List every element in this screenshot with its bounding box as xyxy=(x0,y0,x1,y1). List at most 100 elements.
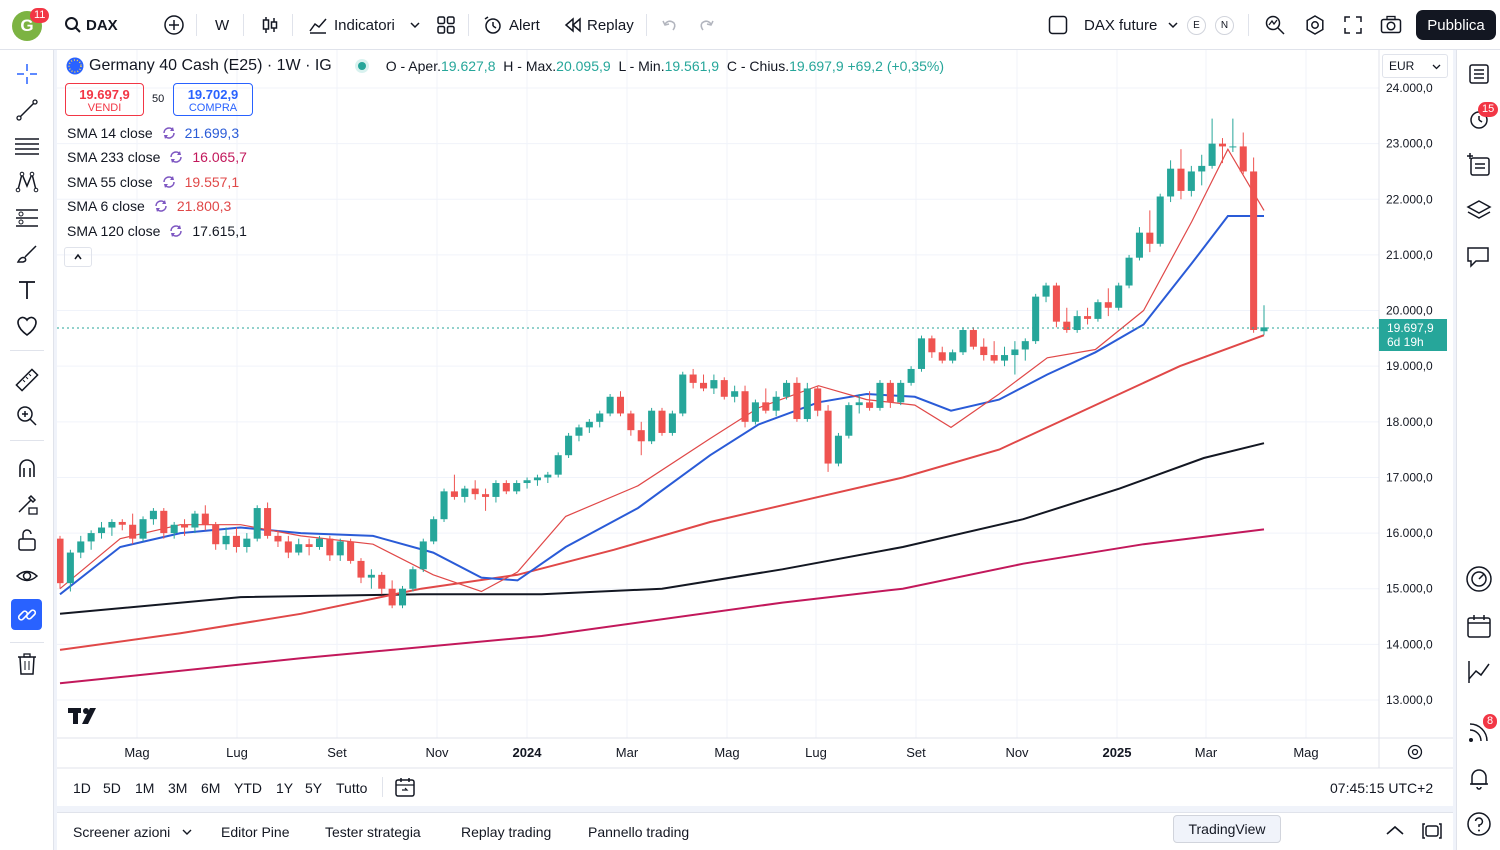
alert-button[interactable]: Alert xyxy=(483,13,540,37)
buy-button[interactable]: 19.702,9 COMPRA xyxy=(173,83,253,116)
watchlist-button[interactable] xyxy=(1465,60,1493,88)
remove-drawings-tool[interactable] xyxy=(13,650,41,678)
notifications-button[interactable] xyxy=(1465,764,1493,792)
chart-pane[interactable]: 24.000,0 23.000,0 22.000,0 21.000,0 20.000,0… xyxy=(57,50,1453,806)
indicator-sma6[interactable]: SMA 6 close 21.800,3 xyxy=(67,198,231,214)
symbol-legend[interactable]: Germany 40 Cash (E25) · 1W · IG O - Aper… xyxy=(66,57,944,75)
brush-tool[interactable] xyxy=(13,240,41,268)
text-tool[interactable] xyxy=(13,276,41,304)
pine-editor-tab[interactable]: Editor Pine xyxy=(221,824,290,840)
crosshair-tool[interactable] xyxy=(13,60,41,88)
market-status-dot xyxy=(357,62,366,70)
range-1y[interactable]: 1Y xyxy=(276,780,294,796)
right-sidebar: 15 8 xyxy=(1456,50,1500,850)
range-ytd[interactable]: YTD xyxy=(234,780,262,796)
candle-body xyxy=(274,535,282,542)
range-3m[interactable]: 3M xyxy=(168,780,188,796)
compare-add-button[interactable] xyxy=(163,13,185,37)
settings-button[interactable] xyxy=(1304,13,1326,37)
link-icon xyxy=(17,608,36,621)
ideas-button[interactable] xyxy=(1465,658,1493,686)
calendar-button[interactable] xyxy=(1465,612,1493,640)
strategy-tester-tab[interactable]: Tester strategia xyxy=(325,824,421,840)
trading-panel-tab[interactable]: Pannello trading xyxy=(588,824,690,840)
hide-drawings-tool[interactable] xyxy=(13,562,41,590)
collapse-legend-button[interactable] xyxy=(64,247,92,267)
range-all[interactable]: Tutto xyxy=(336,780,368,796)
fib-tool[interactable] xyxy=(13,132,41,160)
indicators-button[interactable]: Indicatori xyxy=(308,13,395,37)
range-6m[interactable]: 6M xyxy=(201,780,221,796)
candle-body xyxy=(1042,285,1050,297)
clock-timezone[interactable]: 07:45:15 UTC+2 xyxy=(1330,780,1434,796)
alarm-clock-icon xyxy=(484,16,501,34)
object-tree-button[interactable] xyxy=(1465,196,1493,224)
range-5d[interactable]: 5D xyxy=(103,780,121,796)
compare-symbol[interactable]: DAX future xyxy=(1084,13,1179,37)
trendline-tool[interactable] xyxy=(13,96,41,124)
stock-screener-tab[interactable]: Screener azioni xyxy=(73,824,192,840)
zoom-tool[interactable] xyxy=(13,402,41,430)
candle-body xyxy=(284,541,292,553)
indicator-sma55[interactable]: SMA 55 close 19.557,1 xyxy=(67,174,239,190)
candle-body xyxy=(1052,285,1060,322)
layouts-button[interactable] xyxy=(436,13,456,37)
undo-button[interactable] xyxy=(660,13,678,37)
session-n-badge[interactable]: N xyxy=(1215,16,1234,35)
redo-icon xyxy=(700,20,714,31)
date-range-button[interactable] xyxy=(394,776,416,803)
range-1m[interactable]: 1M xyxy=(135,780,155,796)
lock-drawing-tool[interactable] xyxy=(13,490,41,518)
symbol-search-button[interactable]: DAX xyxy=(64,13,118,37)
hotlist-button[interactable] xyxy=(1465,151,1493,179)
indicator-name: SMA 6 close xyxy=(67,198,145,214)
sell-button[interactable]: 19.697,9 VENDI xyxy=(65,83,144,116)
magnet-tool[interactable] xyxy=(13,454,41,482)
candle-body xyxy=(741,391,749,422)
price-chart[interactable]: 24.000,0 23.000,0 22.000,0 21.000,0 20.000,0… xyxy=(57,50,1453,806)
publish-button[interactable]: Pubblica xyxy=(1416,10,1496,40)
range-1d[interactable]: 1D xyxy=(73,780,91,796)
fullscreen-button[interactable] xyxy=(1343,13,1363,37)
axis-settings-button[interactable] xyxy=(1407,744,1423,765)
indicator-sma14[interactable]: SMA 14 close 21.699,3 xyxy=(67,125,239,141)
pattern-tool[interactable] xyxy=(13,168,41,196)
collapse-panel-button[interactable] xyxy=(1385,823,1405,842)
candle-body xyxy=(315,538,324,547)
price-tick-label: 19.000,0 xyxy=(1386,359,1433,373)
technicals-button[interactable] xyxy=(1465,565,1493,593)
indicators-dropdown[interactable] xyxy=(409,13,421,37)
replay-button[interactable]: Replay xyxy=(563,13,634,37)
pencil-lock-icon xyxy=(18,494,38,515)
favorites-tool[interactable] xyxy=(13,312,41,340)
quick-search-button[interactable] xyxy=(1264,13,1286,37)
range-5y[interactable]: 5Y xyxy=(305,780,323,796)
forecast-tool[interactable] xyxy=(13,204,41,232)
lock-all-tool[interactable] xyxy=(13,526,41,554)
chart-type-button[interactable] xyxy=(260,13,280,37)
maximize-panel-button[interactable] xyxy=(1421,821,1443,846)
session-e-badge[interactable]: E xyxy=(1187,16,1206,35)
candle-body xyxy=(181,524,189,528)
candle-body xyxy=(471,488,479,495)
candle-body xyxy=(1032,296,1040,342)
sync-drawings-tool[interactable] xyxy=(11,599,42,630)
compare-checkbox[interactable] xyxy=(1048,13,1068,37)
redo-button[interactable] xyxy=(698,13,716,37)
currency-select[interactable]: EUR xyxy=(1382,54,1448,78)
news-button[interactable] xyxy=(1465,718,1493,746)
divider xyxy=(10,642,44,643)
candle-body xyxy=(866,402,874,408)
indicator-sma233[interactable]: SMA 233 close 16.065,7 xyxy=(67,149,247,165)
sma6-line xyxy=(59,147,1265,593)
interval-button[interactable]: W xyxy=(215,13,229,37)
indicator-sma120[interactable]: SMA 120 close 17.615,1 xyxy=(67,223,247,239)
measure-tool[interactable] xyxy=(13,366,41,394)
help-button[interactable] xyxy=(1465,810,1493,838)
replay-trading-tab[interactable]: Replay trading xyxy=(461,824,552,840)
candle-body xyxy=(648,410,656,442)
chat-button[interactable] xyxy=(1465,243,1493,271)
snapshot-button[interactable] xyxy=(1380,13,1402,37)
grid-icon xyxy=(437,16,455,34)
candle-body xyxy=(949,352,957,361)
